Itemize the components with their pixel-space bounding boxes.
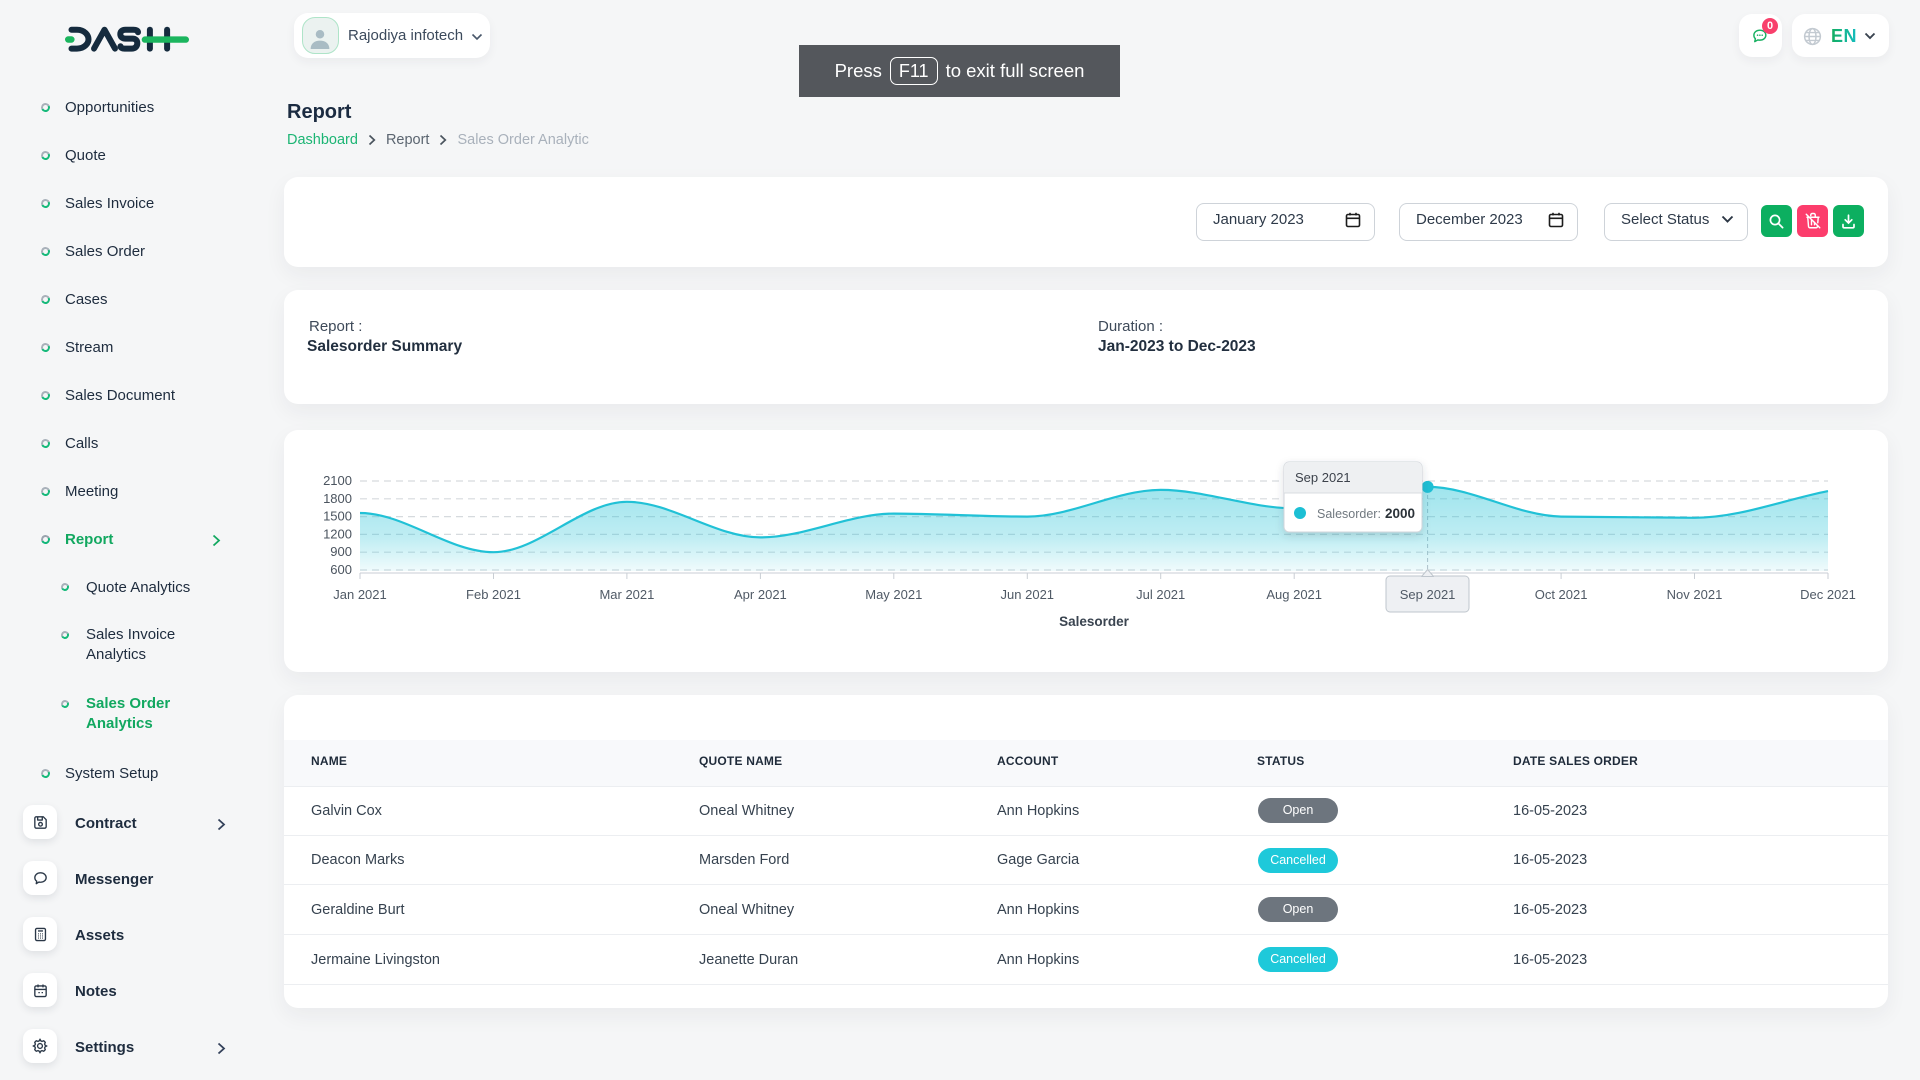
svg-text:Dec 2021: Dec 2021 — [1800, 587, 1856, 602]
svg-text:Sep 2021: Sep 2021 — [1295, 470, 1351, 485]
svg-text:Salesorder: Salesorder — [1059, 614, 1130, 629]
svg-text:1800: 1800 — [323, 491, 352, 506]
svg-text:1500: 1500 — [323, 509, 352, 524]
svg-text:Aug 2021: Aug 2021 — [1266, 587, 1322, 602]
svg-text:Nov 2021: Nov 2021 — [1667, 587, 1723, 602]
svg-text:May 2021: May 2021 — [865, 587, 922, 602]
svg-text:Oct 2021: Oct 2021 — [1535, 587, 1588, 602]
svg-text:900: 900 — [330, 544, 352, 559]
svg-text:600: 600 — [330, 562, 352, 577]
svg-text:Apr 2021: Apr 2021 — [734, 587, 787, 602]
svg-text:Feb 2021: Feb 2021 — [466, 587, 521, 602]
svg-text:Jun 2021: Jun 2021 — [1001, 587, 1055, 602]
svg-text:Salesorder:: Salesorder: — [1317, 507, 1381, 521]
svg-text:Mar 2021: Mar 2021 — [599, 587, 654, 602]
svg-text:Jan 2021: Jan 2021 — [333, 587, 387, 602]
svg-text:2100: 2100 — [323, 473, 352, 488]
svg-text:1200: 1200 — [323, 526, 352, 541]
svg-text:Sep 2021: Sep 2021 — [1400, 587, 1456, 602]
svg-text:Jul 2021: Jul 2021 — [1136, 587, 1185, 602]
svg-text:2000: 2000 — [1385, 506, 1415, 521]
